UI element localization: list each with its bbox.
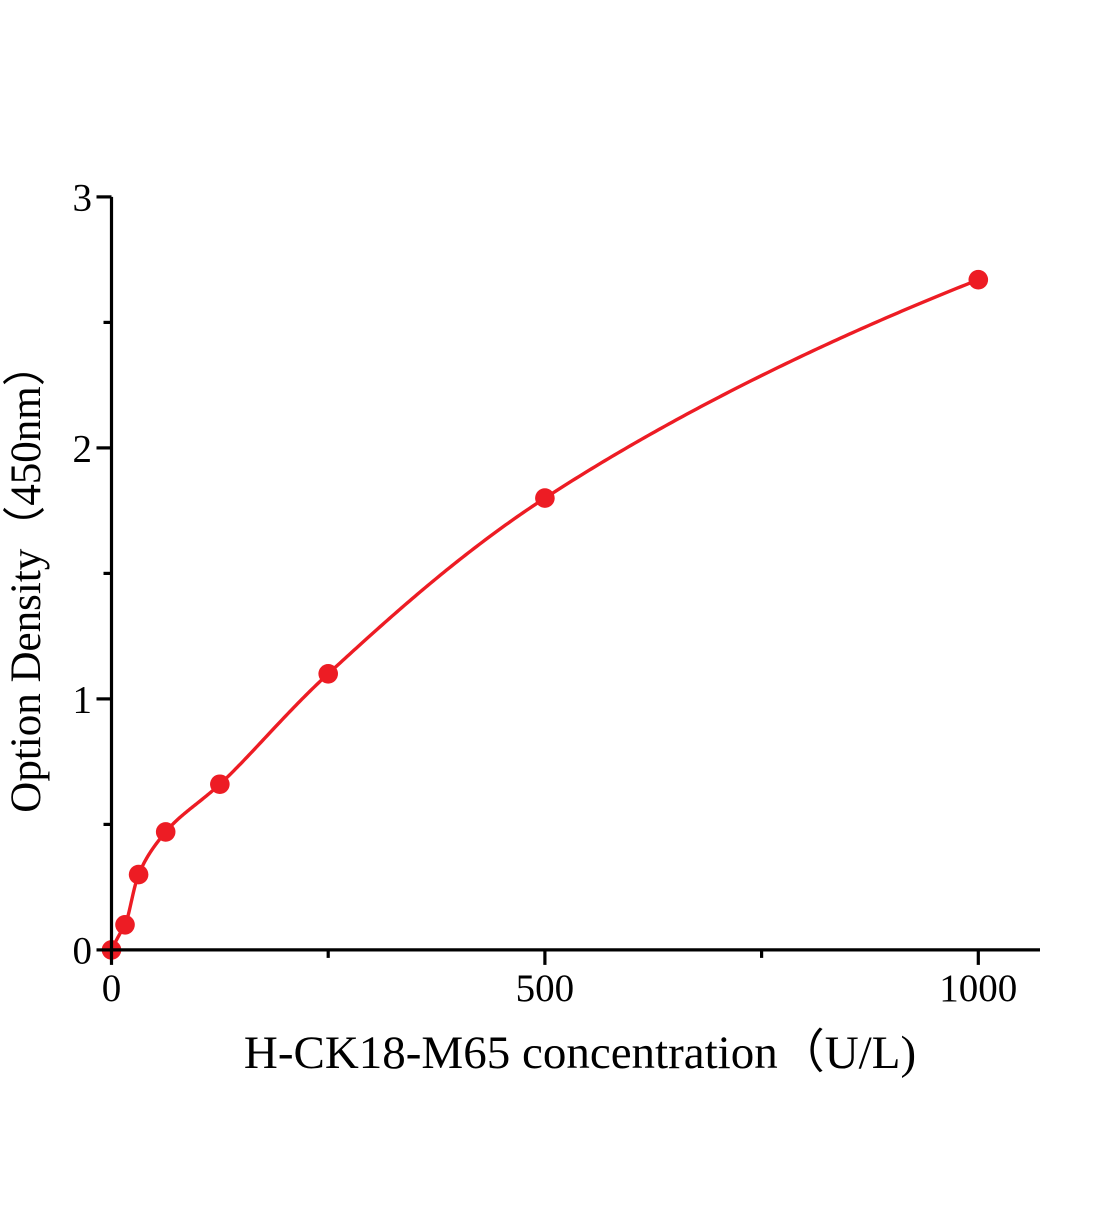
svg-text:Option Density（450nm）: Option Density（450nm） [3,343,50,812]
svg-text:0: 0 [102,967,122,1010]
svg-text:500: 500 [516,967,575,1010]
svg-text:2: 2 [73,428,93,471]
svg-text:H-CK18-M65 concentration（U/L): H-CK18-M65 concentration（U/L) [244,1027,916,1079]
svg-text:0: 0 [73,930,93,973]
svg-text:3: 3 [73,177,93,220]
svg-text:1: 1 [73,679,93,722]
svg-text:1000: 1000 [939,967,1017,1010]
